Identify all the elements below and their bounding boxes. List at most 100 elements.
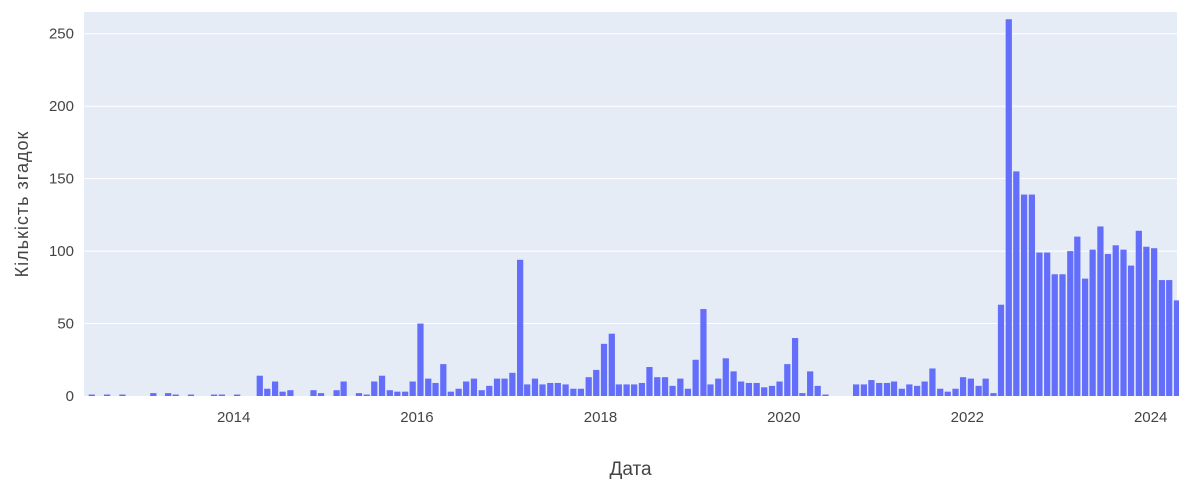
bar: [898, 388, 905, 396]
bar: [554, 382, 561, 396]
bar: [256, 375, 263, 396]
bar: [119, 394, 126, 396]
bar: [1051, 274, 1058, 396]
bar: [982, 378, 989, 396]
bar: [997, 304, 1005, 396]
bar: [784, 364, 791, 396]
bar: [585, 377, 592, 396]
bar: [547, 382, 554, 396]
bar: [1036, 252, 1043, 396]
bar: [967, 378, 974, 396]
bar: [172, 394, 179, 396]
x-axis-ticks: 2014 2016 2018 2020 2022 2024: [217, 409, 1167, 426]
bar: [677, 378, 684, 396]
bar: [210, 394, 218, 396]
bar: [952, 388, 959, 396]
bar: [914, 385, 921, 396]
bar: [150, 393, 157, 396]
bar: [906, 384, 913, 396]
bar: [921, 381, 928, 396]
bar: [1104, 253, 1112, 396]
bar: [1013, 171, 1020, 396]
bar: [593, 369, 600, 396]
bar: [1151, 248, 1158, 396]
bar: [103, 394, 111, 396]
bar: [271, 381, 279, 396]
bar: [187, 394, 195, 396]
bar: [470, 378, 478, 396]
bar: [761, 387, 768, 396]
bar: [737, 381, 745, 396]
bar: [577, 388, 585, 396]
bar: [631, 384, 638, 396]
bar: [1020, 194, 1028, 396]
bar: [340, 381, 347, 396]
bar: [608, 333, 615, 396]
x-tick-label: 2022: [951, 409, 984, 426]
bar: [990, 393, 997, 396]
bar: [707, 384, 714, 396]
bar: [432, 382, 439, 396]
bar: [1158, 280, 1166, 396]
y-tick-label: 100: [49, 243, 74, 260]
bar: [1135, 230, 1142, 396]
bar: [1074, 236, 1081, 396]
bar: [1166, 280, 1173, 396]
bar: [1005, 19, 1012, 396]
bar: [493, 378, 501, 396]
y-tick-label: 50: [57, 316, 74, 333]
bar: [409, 381, 416, 396]
y-tick-label: 150: [49, 171, 74, 188]
x-axis-title: Дата: [609, 459, 652, 480]
y-axis-ticks: 0 50 100 150 200 250: [49, 26, 74, 405]
bar: [165, 393, 172, 396]
bar: [394, 391, 401, 396]
bar: [402, 391, 409, 396]
bar: [807, 371, 814, 396]
bar: [937, 388, 944, 396]
bar: [218, 394, 225, 396]
bar: [264, 388, 271, 396]
bar: [959, 377, 967, 396]
bar: [1028, 194, 1035, 396]
bar: [501, 378, 508, 396]
bar: [615, 384, 622, 396]
bar: [623, 384, 630, 396]
bar: [646, 367, 653, 396]
bar: [371, 381, 378, 396]
bar: [355, 393, 363, 396]
bar: [1067, 251, 1074, 396]
bar: [287, 390, 294, 396]
bar: [570, 388, 577, 396]
bar: [310, 390, 317, 396]
bar: [1143, 246, 1150, 396]
bar: [1097, 226, 1104, 396]
bar: [562, 384, 569, 396]
x-tick-label: 2024: [1134, 409, 1167, 426]
bar: [524, 384, 531, 396]
bar: [944, 391, 951, 396]
bar: [279, 391, 286, 396]
plot-area: [84, 12, 1177, 396]
bar: [600, 343, 608, 396]
y-tick-label: 0: [66, 388, 74, 405]
bar: [386, 390, 393, 396]
y-axis-title: Кількість згадок: [12, 131, 32, 278]
bar: [440, 364, 447, 396]
bar: [234, 394, 241, 396]
bar: [1044, 252, 1051, 396]
bar: [814, 385, 821, 396]
x-tick-label: 2020: [767, 409, 800, 426]
bar: [791, 338, 799, 396]
bar: [654, 377, 661, 396]
y-tick-label: 250: [49, 26, 74, 43]
bar: [455, 388, 462, 396]
bar: [317, 393, 325, 396]
bar: [509, 372, 516, 396]
bar: [1120, 249, 1127, 396]
bar: [692, 359, 699, 396]
bar: [975, 385, 982, 396]
x-tick-label: 2018: [584, 409, 617, 426]
bar: [486, 385, 493, 396]
